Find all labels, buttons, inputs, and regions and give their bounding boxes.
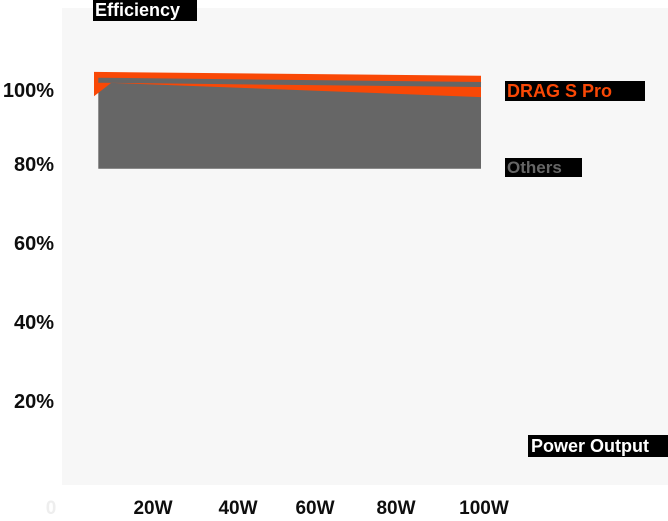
x-axis-label-power-output: Power Output [528,435,668,457]
y-axis-tick-80: 80% [13,154,54,176]
x-axis-tick-100w: 100W [459,498,509,519]
x-axis-tick-0: 0 [45,498,57,519]
y-axis-tick-20: 20% [13,391,54,413]
y-axis-tick-40: 40% [13,312,54,334]
x-axis-tick-40w: 40W [218,498,258,519]
y-axis-tick-60: 60% [13,233,54,255]
x-axis-tick-60w: 60W [295,498,335,519]
x-axis-tick-20w: 20W [133,498,173,519]
chart-title: Efficiency [93,0,197,21]
x-axis-tick-80w: 80W [376,498,416,519]
legend-drag-s-pro: DRAG S Pro [505,81,645,101]
y-axis-tick-100: 100% [2,80,54,102]
legend-others: Others [505,158,582,177]
